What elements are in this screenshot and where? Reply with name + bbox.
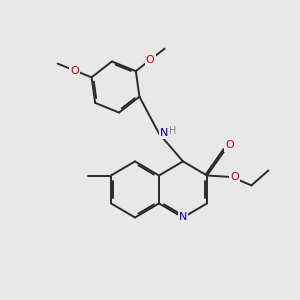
Text: N: N [160, 128, 169, 138]
Text: O: O [146, 55, 154, 65]
Text: N: N [179, 212, 187, 223]
Text: O: O [230, 172, 239, 182]
Text: O: O [70, 66, 79, 76]
Text: O: O [225, 140, 234, 151]
Text: H: H [169, 126, 176, 136]
